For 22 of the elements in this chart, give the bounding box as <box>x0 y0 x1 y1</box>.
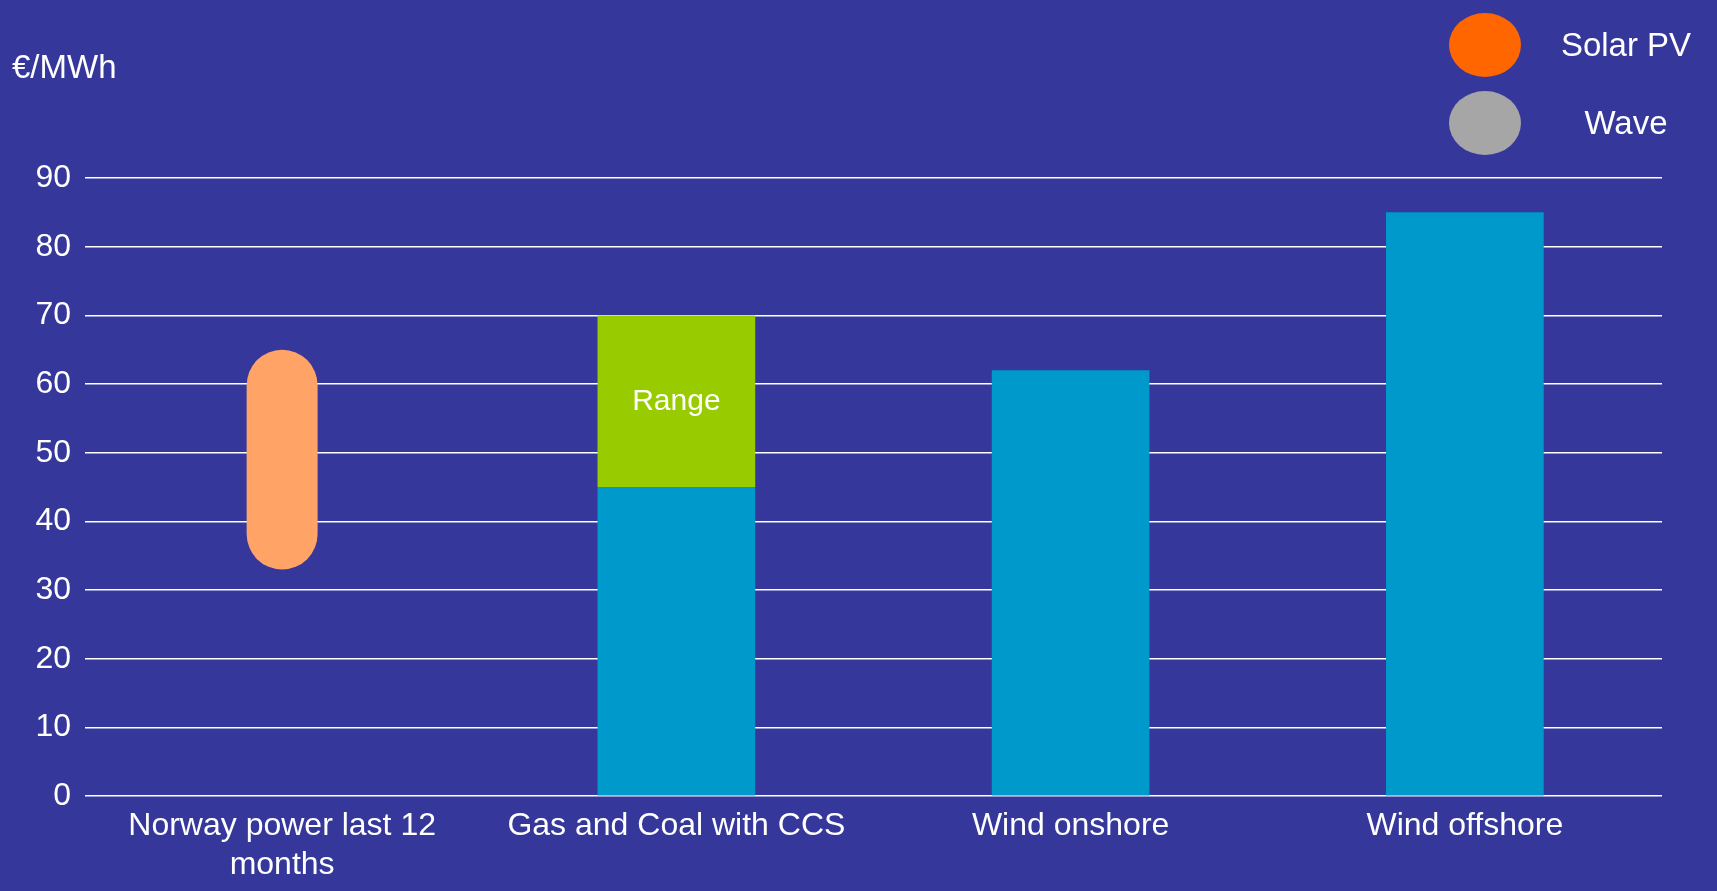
legend-label: Solar PV <box>1559 26 1693 64</box>
y-tick-label: 90 <box>35 157 71 194</box>
bar <box>1386 212 1544 796</box>
y-axis-title: €/MWh <box>12 48 117 86</box>
x-tick-label: Norway power last 12 months <box>128 806 436 881</box>
x-tick-label: Wind onshore <box>971 806 1170 843</box>
y-tick-label: 40 <box>35 501 71 538</box>
bar <box>991 370 1150 796</box>
y-tick-label: 20 <box>35 638 71 675</box>
y-tick-label: 50 <box>35 432 71 469</box>
x-tick-label: Wind offshore <box>1366 806 1564 843</box>
y-tick-label: 80 <box>35 226 71 263</box>
y-tick-label: 10 <box>35 707 71 744</box>
y-tick-label: 30 <box>35 569 71 606</box>
bar <box>597 487 756 796</box>
y-tick-label: 0 <box>53 776 71 813</box>
x-tick-label: Gas and Coal with CCS <box>507 806 846 843</box>
bar <box>597 315 756 488</box>
legend-label: Wave <box>1583 104 1669 142</box>
y-tick-label: 70 <box>35 295 71 332</box>
series-label: Range <box>632 382 721 416</box>
y-tick-label: 60 <box>35 363 71 400</box>
